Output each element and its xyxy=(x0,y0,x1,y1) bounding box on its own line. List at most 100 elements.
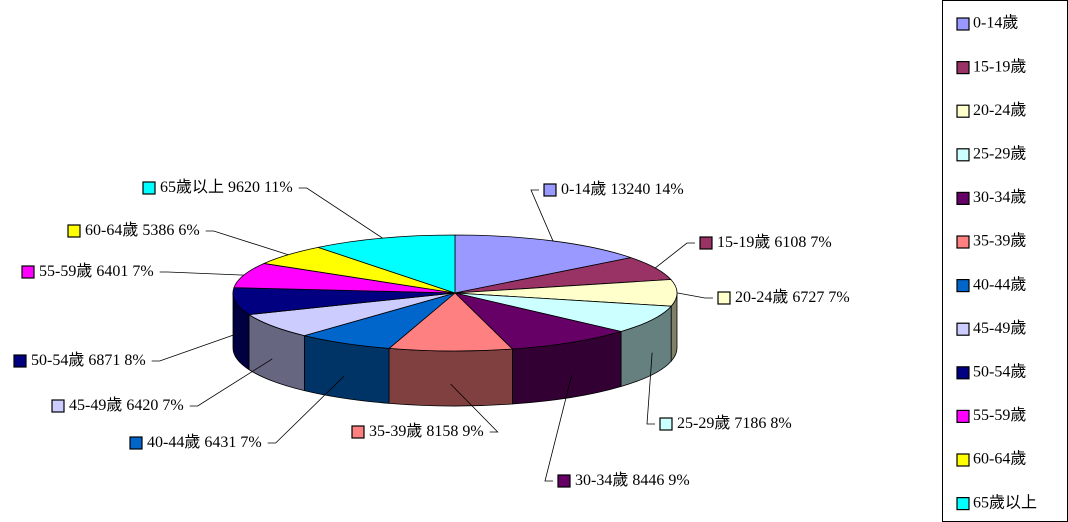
label-value: 6108 xyxy=(774,234,806,251)
leader-line xyxy=(676,292,713,299)
data-label: 60-64歲 5386 6% xyxy=(85,221,200,239)
label-value: 6420 xyxy=(126,397,158,414)
label-value: 7186 xyxy=(734,415,766,432)
label-percent: 7% xyxy=(132,263,153,280)
label-value: 8446 xyxy=(632,472,664,489)
slice xyxy=(454,292,672,332)
legend-swatch xyxy=(956,60,970,75)
leader-line xyxy=(159,271,244,276)
label-swatch xyxy=(67,224,81,238)
slice xyxy=(454,279,678,307)
legend-label: 20-24歲 xyxy=(973,101,1026,119)
slice-side xyxy=(388,347,513,407)
label-category: 15-19歲 xyxy=(717,233,770,251)
data-label: 20-24歲 6727 7% xyxy=(735,288,850,306)
legend-label: 65歲以上 xyxy=(973,493,1037,511)
label-percent: 8% xyxy=(124,352,145,369)
legend-swatch xyxy=(956,409,970,423)
label-value: 6401 xyxy=(96,263,128,280)
legend-label: 55-59歲 xyxy=(973,406,1026,424)
label-value: 13240 xyxy=(610,181,650,198)
label-percent: 14% xyxy=(654,181,683,198)
label-category: 40-44歲 xyxy=(147,433,200,451)
legend-label: 30-34歲 xyxy=(973,188,1026,206)
label-category: 35-39歲 xyxy=(369,422,422,440)
leader-line xyxy=(298,187,383,239)
leader-line xyxy=(151,333,236,362)
label-percent: 9% xyxy=(668,472,689,489)
legend-swatch xyxy=(956,148,970,162)
data-label: 35-39歲 8158 9% xyxy=(369,422,484,440)
legend-swatch xyxy=(956,17,970,31)
legend-label: 15-19歲 xyxy=(973,57,1026,75)
leader-line xyxy=(267,375,345,444)
slice xyxy=(388,292,513,352)
legend-swatch xyxy=(956,235,970,249)
slice xyxy=(232,287,456,316)
leader-line xyxy=(205,230,289,256)
label-percent: 8% xyxy=(770,415,791,432)
data-label: 40-44歲 6431 7% xyxy=(147,433,262,451)
label-swatch xyxy=(543,183,557,197)
label-value: 9620 xyxy=(228,179,260,196)
label-swatch xyxy=(129,436,143,450)
legend-label: 25-29歲 xyxy=(973,144,1026,162)
label-value: 6727 xyxy=(792,289,824,306)
label-swatch xyxy=(21,265,35,279)
label-swatch xyxy=(51,399,65,413)
data-label: 0-14歲 13240 14% xyxy=(561,180,684,198)
label-percent: 11% xyxy=(264,179,293,196)
label-category: 20-24歲 xyxy=(735,288,788,306)
legend-label: 40-44歲 xyxy=(973,275,1026,293)
data-label: 15-19歲 6108 7% xyxy=(717,233,832,251)
label-category: 30-34歲 xyxy=(575,471,628,489)
slice xyxy=(454,234,632,294)
legend-label: 45-49歲 xyxy=(973,319,1026,337)
legend-swatch xyxy=(956,453,970,467)
leader-line xyxy=(544,375,573,482)
label-category: 65歲以上 xyxy=(160,178,224,196)
label-percent: 7% xyxy=(828,289,849,306)
label-swatch xyxy=(351,425,365,439)
label-value: 6431 xyxy=(204,434,236,451)
leader-line xyxy=(189,358,273,407)
label-category: 50-54歲 xyxy=(31,351,84,369)
label-category: 55-59歲 xyxy=(39,262,92,280)
legend-swatch xyxy=(956,279,970,293)
data-label: 65歲以上 9620 11% xyxy=(160,178,293,196)
label-value: 6871 xyxy=(88,352,120,369)
data-label: 30-34歲 8446 9% xyxy=(575,471,690,489)
legend-swatch xyxy=(956,322,970,336)
label-percent: 9% xyxy=(462,423,483,440)
label-percent: 7% xyxy=(240,434,261,451)
legend-label: 50-54歲 xyxy=(973,362,1026,380)
label-category: 0-14歲 xyxy=(561,180,606,198)
data-label: 55-59歲 6401 7% xyxy=(39,262,154,280)
label-swatch xyxy=(142,181,156,195)
label-swatch xyxy=(699,236,713,250)
leader-line xyxy=(530,189,554,242)
legend-swatch xyxy=(956,366,970,380)
legend-box xyxy=(942,0,1068,522)
label-swatch xyxy=(717,291,731,305)
label-category: 25-29歲 xyxy=(677,414,730,432)
label-percent: 7% xyxy=(810,234,831,251)
label-category: 60-64歲 xyxy=(85,221,138,239)
label-value: 5386 xyxy=(142,222,174,239)
label-swatch xyxy=(557,474,571,488)
leader-line xyxy=(655,242,695,269)
legend-swatch xyxy=(956,104,970,118)
leader-line xyxy=(450,383,499,433)
label-value: 8158 xyxy=(426,423,458,440)
legend-swatch xyxy=(956,191,970,205)
leader-line xyxy=(646,352,655,425)
data-label: 25-29歲 7186 8% xyxy=(677,414,792,432)
legend-label: 35-39歲 xyxy=(973,232,1026,250)
label-swatch xyxy=(659,417,673,431)
label-percent: 6% xyxy=(178,222,199,239)
legend-swatch xyxy=(956,497,970,511)
label-category: 45-49歲 xyxy=(69,396,122,414)
label-percent: 7% xyxy=(162,397,183,414)
legend-label: 60-64歲 xyxy=(973,450,1026,468)
